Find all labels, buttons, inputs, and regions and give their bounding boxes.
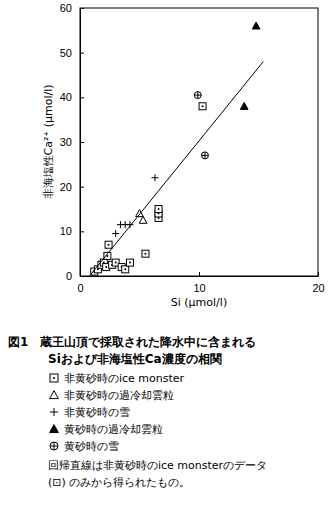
point-shape [105,241,112,248]
legend-symbol [53,377,55,379]
point-shape [158,208,160,210]
tick-label: 60 [60,2,72,14]
tick-label: 0 [66,270,72,282]
legend-symbol [50,408,58,416]
point-shape [126,221,133,228]
legend-label: 黄砂時の過冷却雲粒 [64,423,163,436]
tick-label: 10 [193,282,205,294]
point-shape [139,216,147,223]
legend-label: 非黄砂時の雪 [64,406,130,419]
tick-label: 40 [60,91,72,103]
point-shape [126,259,133,266]
tick-label: 20 [312,282,324,294]
point-shape [252,22,260,29]
tick-label: 10 [60,225,72,237]
point-shape [124,268,126,270]
point-shape [201,152,208,159]
regression-line [90,62,264,276]
point [142,250,149,257]
point [155,206,162,213]
annotation: 回帰直線は非黄砂時のice monsterのデータ [48,459,267,472]
legend-item: 黄砂時の過冷却雲粒 [50,423,163,436]
tick-mark [80,187,84,188]
legend-item: 黄砂時の雪 [50,440,119,453]
point [151,174,158,181]
point-shape [105,266,107,268]
legend-label: 黄砂時の雪 [64,440,119,453]
point-shape [129,262,131,264]
point-shape [144,253,146,255]
point-shape [115,262,117,264]
legend-symbol [50,374,58,382]
tick-mark [80,97,84,98]
legend-symbol [50,442,58,450]
point-shape [108,244,110,246]
tick-label: 0 [77,282,83,294]
x-axis-title: Si (μmol/l) [171,296,227,309]
point [112,230,119,237]
point [199,103,206,110]
point [105,241,112,248]
caption-title: Siおよび非海塩性Ca濃度の相関 [48,352,222,366]
tick-mark [80,53,84,54]
point [122,266,129,273]
caption-title: 図1 蔵王山頂で採取された降水中に含まれる [8,335,256,349]
point-shape [201,152,208,159]
tick-mark [199,272,200,276]
legend-item: 非黄砂時の雪 [50,406,130,419]
point-shape [122,266,129,273]
tick: 10 [193,272,205,294]
chart: 0 10 20 0 10 20 30 40 50 60 Si (μmol/l) 非海塩性Ca²⁺ (μ… [0,0,336,520]
x-axis: 0 10 20 [77,272,324,294]
legend-symbol [50,391,59,399]
point-shape [199,103,206,110]
tick-label: 30 [60,136,72,148]
point-shape [155,206,162,213]
point [139,216,147,223]
legend-item: 非黄砂時の過冷却雲粒 [50,389,174,402]
y-axis-title: 非海塩性Ca²⁺ (μmol/l) [42,85,55,200]
point-shape [240,102,248,109]
point [252,22,260,29]
point [240,102,248,109]
point-shape [202,105,204,107]
point-shape [194,92,201,99]
legend-symbol [50,442,58,450]
point [126,221,133,228]
point-shape [151,174,158,181]
annotation: (⊡) のみから得られたもの。 [48,476,190,489]
tick-mark [80,142,84,143]
legend: 非黄砂時のice monster 非黄砂時の過冷却雲粒非黄砂時の雪黄砂時の過冷却雲… [50,372,185,453]
legend-label: 非黄砂時の過冷却雲粒 [64,389,174,402]
point-shape [142,250,149,257]
point [194,92,201,99]
tick-label: 50 [60,47,72,59]
point-shape [194,92,201,99]
legend-symbol [50,425,59,433]
point [201,152,208,159]
tick-mark [80,231,84,232]
tick-label: 20 [60,181,72,193]
point-shape [112,230,119,237]
plot-frame [80,8,318,276]
legend-label: 非黄砂時のice monster [64,372,185,385]
legend-item: 非黄砂時のice monster [50,372,185,385]
point [126,259,133,266]
plot-area [90,22,264,276]
